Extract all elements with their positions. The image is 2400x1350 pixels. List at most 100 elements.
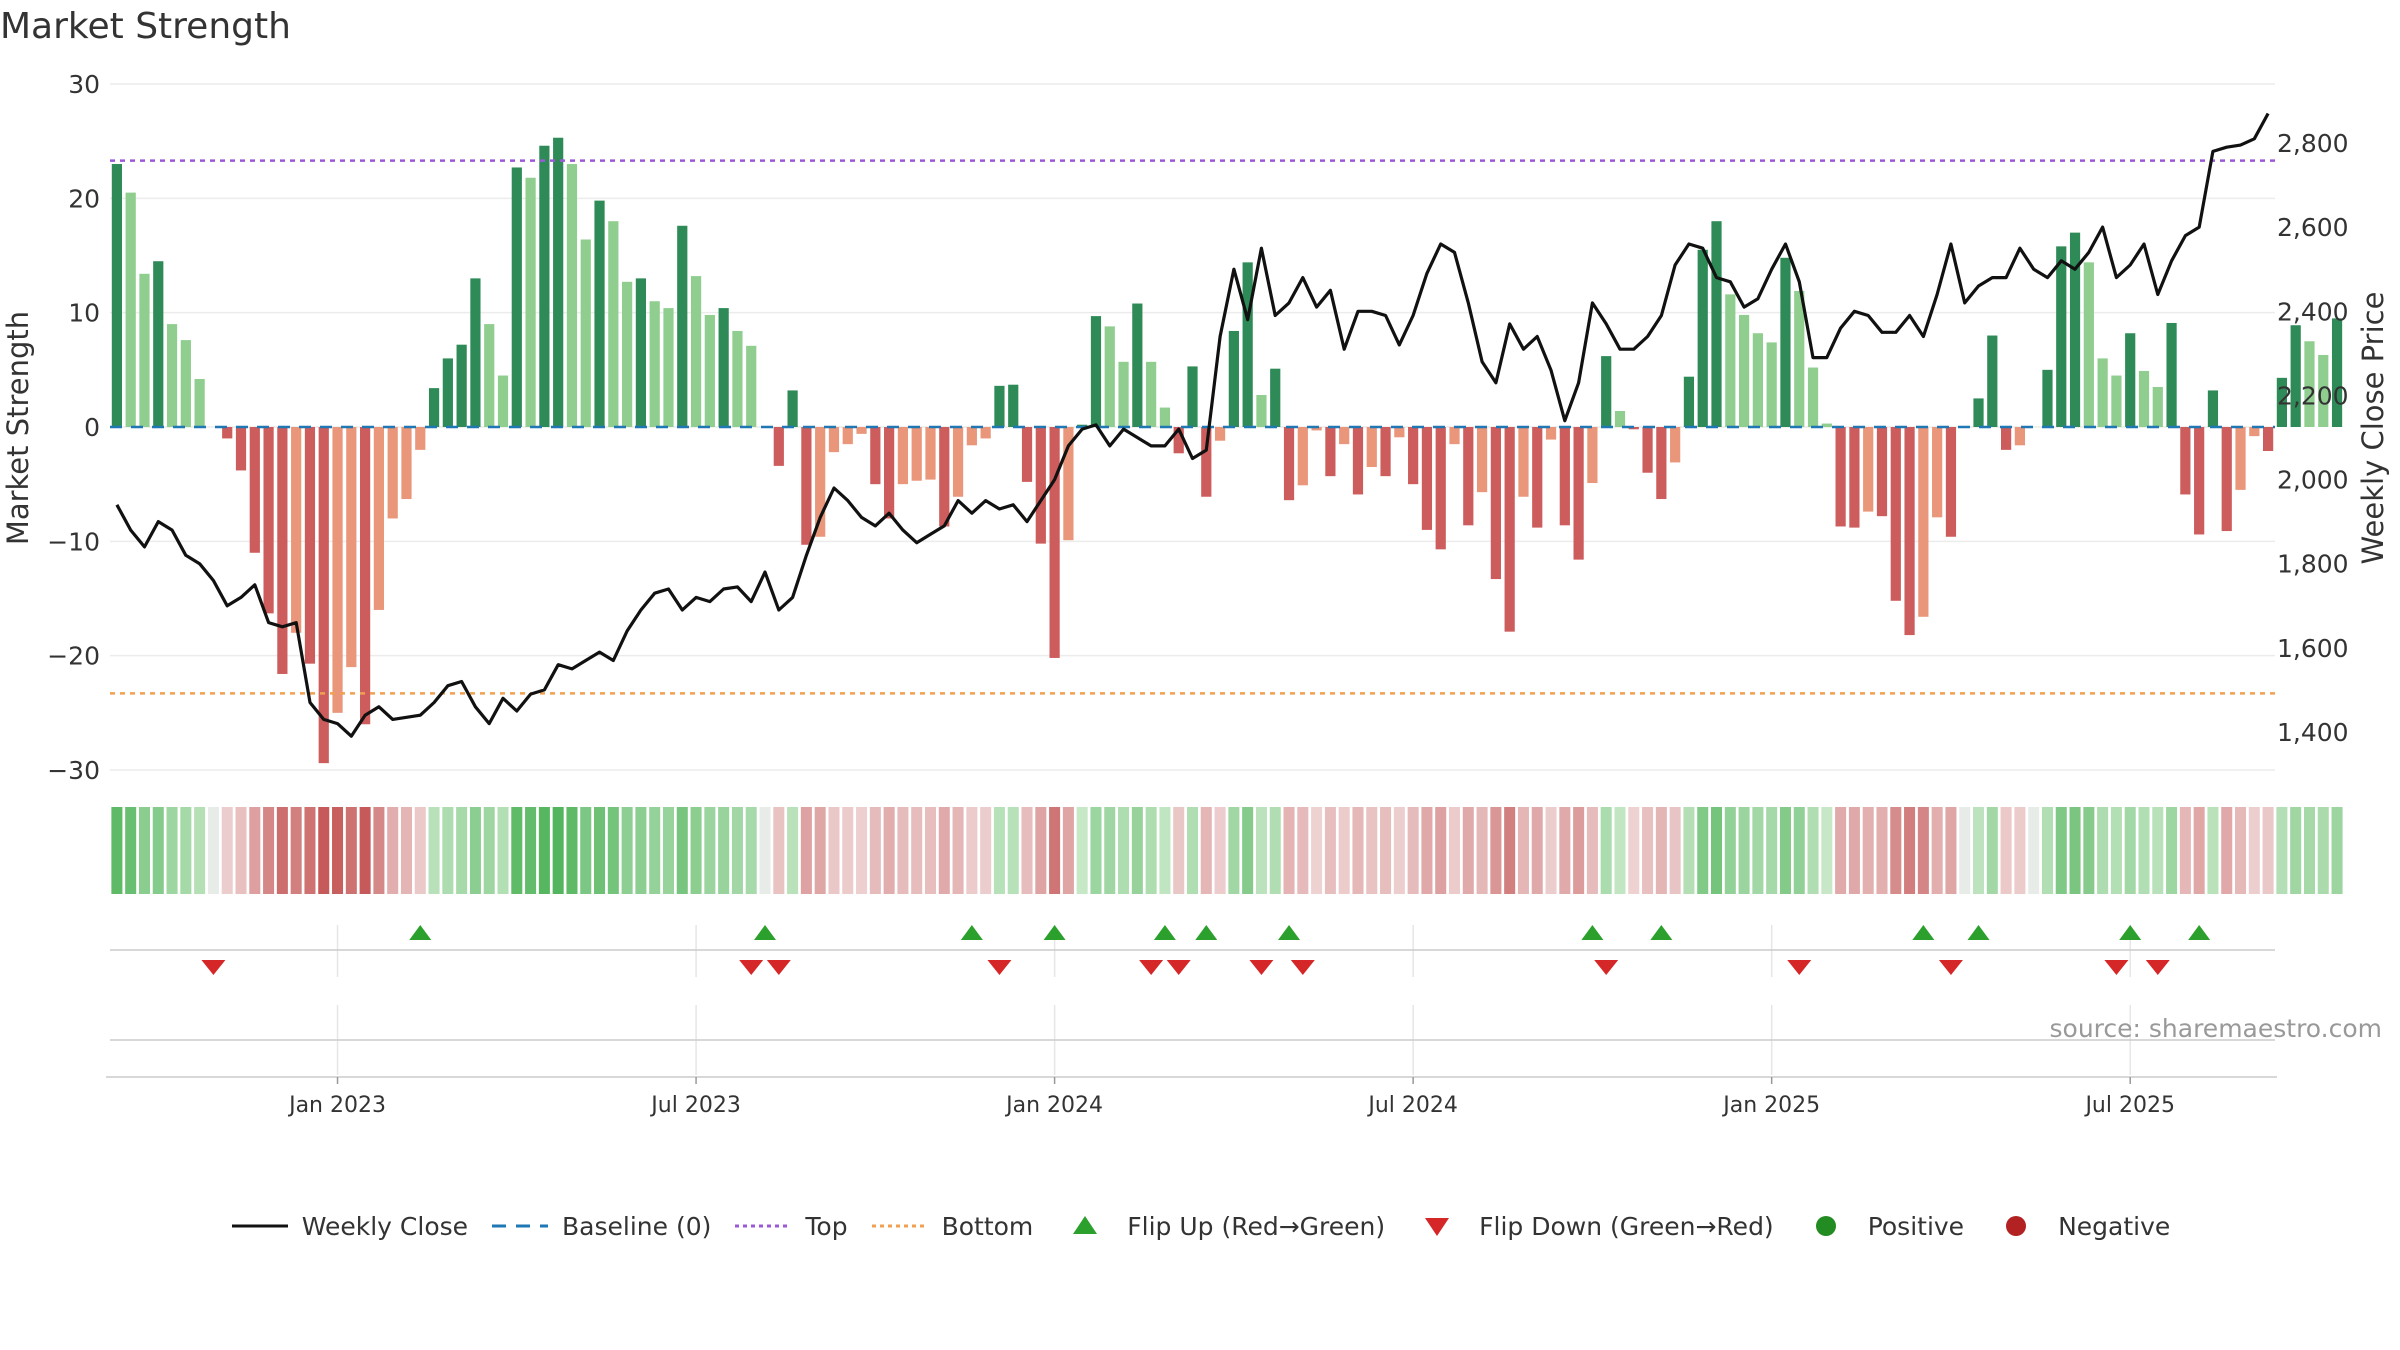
strength-bar (401, 427, 412, 500)
strength-bar (1670, 427, 1681, 463)
strength-bar (1918, 427, 1929, 617)
legend-item-bottom[interactable]: Bottom (870, 1212, 1033, 1241)
strength-bar (1283, 427, 1295, 501)
strength-bar (663, 308, 674, 427)
strength-bar (1311, 427, 1322, 431)
flip-up-marker (1195, 925, 1218, 940)
heat-strip-cell (759, 807, 771, 894)
heat-strip-cell (1407, 807, 1419, 894)
heat-strip-cell (332, 807, 344, 894)
y-left-tick-label: 30 (68, 70, 100, 99)
x-tick-label: Jul 2025 (2083, 1093, 2175, 1118)
legend-item-top[interactable]: Top (733, 1212, 848, 1241)
heat-strip-cell (511, 807, 523, 894)
heat-strip-cell (290, 807, 302, 894)
heat-strip-cell (428, 807, 440, 894)
heat-strip-cell (2124, 807, 2136, 894)
strength-bar (856, 427, 867, 434)
legend-item-flip-down[interactable]: Flip Down (Green→Red) (1407, 1212, 1774, 1241)
legend-label: Positive (1867, 1211, 1965, 1241)
heat-strip-cell (1766, 807, 1778, 894)
heat-strip-cell (2110, 807, 2122, 894)
x-tick-label: Jul 2023 (649, 1093, 741, 1118)
strength-bar (387, 427, 398, 519)
heat-strip-cell (662, 807, 675, 894)
heat-strip-cell (966, 807, 978, 894)
heat-strip-cell (1848, 807, 1860, 894)
legend-item-positive[interactable]: Positive (1796, 1212, 1964, 1241)
flip-up-marker (754, 925, 777, 940)
heat-strip-cell (125, 807, 137, 894)
heat-strip-cell (2221, 807, 2233, 894)
strength-bar (1807, 367, 1819, 427)
heat-strip-cell (2166, 807, 2178, 894)
dotted-line-swatch-icon (870, 1212, 930, 1240)
strength-bar (194, 378, 205, 427)
strength-bar (484, 324, 495, 427)
legend-item-negative[interactable]: Negative (1986, 1212, 2170, 1241)
heat-strip-cell (897, 807, 909, 894)
strength-bar (1601, 356, 1612, 427)
strength-bar (1683, 376, 1695, 427)
heat-strip-cell (1904, 807, 1916, 894)
strength-bar (525, 177, 536, 427)
strength-bar (1545, 427, 1557, 440)
heat-strip-cell (1338, 807, 1350, 894)
legend-item-weekly-close[interactable]: Weekly Close (230, 1212, 468, 1241)
heat-strip-cell (1642, 807, 1654, 894)
strength-bar (2249, 427, 2260, 437)
strength-bar (1063, 427, 1074, 541)
heat-strip-cell (2276, 807, 2288, 894)
heat-strip-cell (2262, 807, 2274, 894)
y-right-tick-label: 2,200 (2277, 381, 2349, 410)
strength-bar (1863, 427, 1874, 512)
legend-item-flip-up[interactable]: Flip Up (Red→Green) (1055, 1212, 1385, 1241)
strength-bar (1339, 427, 1350, 445)
heat-strip-cell (111, 807, 123, 894)
strength-bar (1187, 366, 1198, 427)
y-left-tick-label: −20 (47, 642, 100, 671)
strength-bar (801, 427, 812, 545)
strength-bar (415, 427, 426, 450)
heat-strip-cell (1421, 807, 1433, 894)
heat-strip-cell (828, 807, 840, 894)
dashed-line-swatch-icon (490, 1212, 550, 1240)
heat-strip-cell (1007, 807, 1019, 894)
strength-bar (1573, 427, 1584, 560)
legend-item-baseline[interactable]: Baseline (0) (490, 1212, 711, 1241)
heat-strip-cell (1393, 807, 1405, 894)
strength-bar (1504, 427, 1515, 632)
flip-markers (201, 925, 2211, 975)
strength-bar (2235, 427, 2246, 490)
strength-bar (428, 388, 440, 427)
strength-bar (911, 427, 922, 481)
strength-bar (1945, 427, 1957, 537)
flip-down-marker (739, 960, 764, 975)
heat-strip-cell (566, 807, 578, 894)
triangle-down-icon (1407, 1212, 1467, 1240)
strength-bar (2331, 318, 2343, 427)
line-swatch-icon (230, 1212, 290, 1240)
heat-strip-cell (1366, 807, 1378, 894)
heat-strip-cell (152, 807, 164, 894)
heat-strip-cell (1986, 807, 1998, 894)
heat-strip-cell (1573, 807, 1585, 894)
heat-strip-cell (1586, 807, 1598, 894)
heat-strip (111, 807, 2343, 894)
strength-bar (1366, 427, 1377, 468)
heat-strip-cell (1131, 807, 1143, 894)
heat-strip-cell (635, 807, 647, 894)
x-tick-label: Jan 2023 (287, 1093, 386, 1118)
strength-bar (1794, 290, 1805, 427)
heat-strip-cell (2014, 807, 2026, 894)
strength-bar (939, 427, 950, 527)
heat-strip-cell (952, 807, 964, 894)
heat-strip-cell (1628, 807, 1640, 894)
heat-strip-cell (993, 807, 1005, 894)
strength-bar (180, 340, 191, 427)
heat-strip-cell (1297, 807, 1309, 894)
y-right-tick-label: 2,400 (2277, 297, 2349, 326)
heat-strip-cell (373, 807, 385, 894)
heat-strip-cell (2303, 807, 2315, 894)
strength-bar (125, 192, 136, 427)
